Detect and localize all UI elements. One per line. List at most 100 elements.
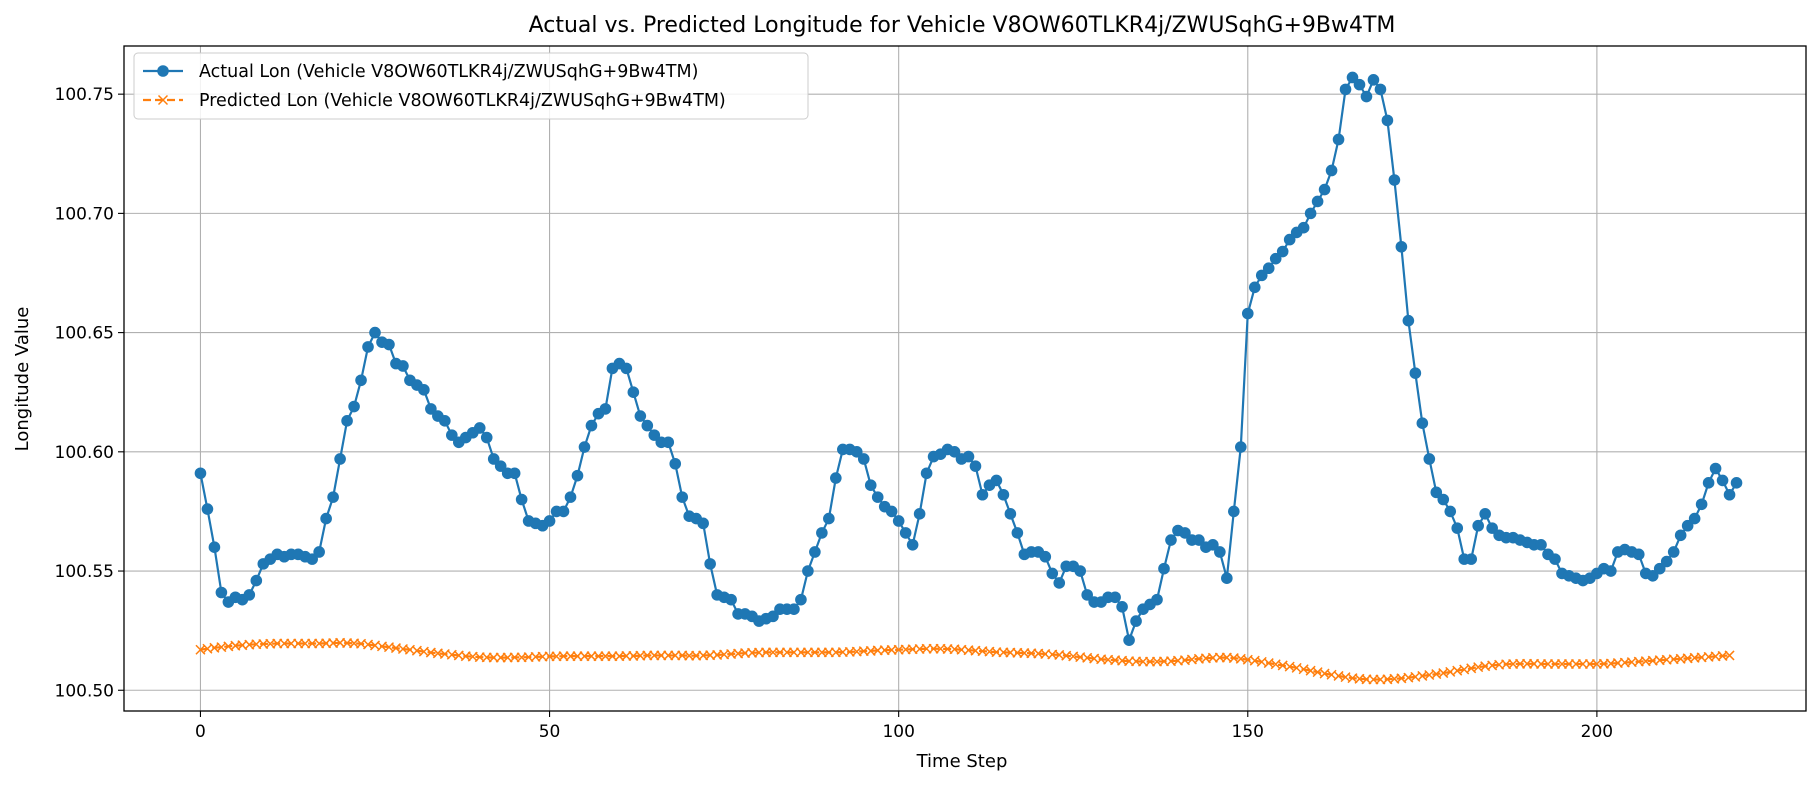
data-point [1479, 508, 1491, 520]
data-point [1283, 233, 1296, 246]
data-point [1409, 367, 1422, 379]
data-point [1325, 164, 1338, 177]
data-point [1179, 527, 1191, 539]
data-point [962, 450, 975, 463]
data-point [313, 546, 325, 558]
data-point [1667, 546, 1680, 558]
data-point [473, 422, 486, 434]
y-tick-label: 100.65 [55, 324, 114, 344]
y-tick-label: 100.50 [55, 681, 114, 701]
data-point [1724, 650, 1735, 661]
data-point [1632, 548, 1645, 561]
data-point [1388, 174, 1401, 186]
plot-frame [123, 45, 1807, 712]
data-point [906, 539, 919, 551]
data-point [1695, 498, 1708, 511]
x-tick-label: 0 [195, 722, 206, 742]
data-point [250, 574, 263, 587]
data-point [1046, 567, 1059, 580]
y-tick-label: 100.75 [55, 85, 114, 105]
legend-marker [157, 94, 169, 106]
data-point [676, 491, 689, 503]
data-point [1332, 133, 1345, 146]
data-point [334, 453, 346, 465]
data-point [243, 589, 256, 601]
data-point [816, 527, 828, 539]
data-point [446, 429, 458, 441]
x-tick-label: 100 [882, 722, 914, 742]
data-point [1011, 527, 1024, 539]
data-point [1535, 539, 1547, 551]
data-point [348, 400, 360, 413]
data-point [1451, 522, 1464, 534]
data-point [809, 546, 821, 558]
legend-box [133, 52, 809, 120]
data-point [1228, 505, 1240, 518]
data-point [1039, 550, 1052, 563]
data-point [620, 362, 633, 375]
data-point [767, 610, 779, 623]
data-point [1416, 417, 1429, 430]
data-point [571, 469, 584, 482]
data-point [1605, 565, 1617, 577]
data-point [1486, 522, 1498, 534]
data-point [1437, 493, 1450, 506]
y-axis-ticks: 100.50 100.55 100.60 100.65 100.70 100.75 [55, 85, 124, 701]
data-point [1549, 553, 1561, 565]
series-predicted [195, 637, 1735, 685]
data-point [306, 553, 318, 565]
data-point [599, 403, 612, 415]
data-point [1214, 546, 1226, 558]
data-point [1276, 245, 1289, 258]
x-axis-ticks: 0 50 100 150 200 [195, 711, 1613, 742]
data-point [215, 586, 228, 599]
data-point [1716, 474, 1729, 487]
data-point [1109, 591, 1121, 604]
data-point [543, 515, 556, 527]
data-point [1674, 529, 1687, 542]
data-point [1123, 634, 1135, 646]
y-tick-label: 100.55 [55, 562, 114, 582]
data-point [802, 565, 814, 577]
data-point [864, 479, 877, 492]
data-point [578, 441, 591, 453]
data-point [1395, 240, 1408, 253]
data-point [1339, 83, 1352, 96]
data-point [1193, 534, 1205, 546]
legend-label: Actual Lon (Vehicle V8OW60TLKR4j/ZWUSqhG… [199, 62, 698, 82]
data-point [662, 436, 675, 449]
data-point [564, 491, 577, 503]
data-point [871, 491, 884, 503]
series-layer [194, 71, 1743, 685]
x-tick-label: 50 [539, 722, 561, 742]
data-point [341, 415, 353, 427]
data-point [857, 453, 870, 465]
data-point [397, 360, 409, 372]
data-point [913, 508, 926, 520]
data-point [704, 558, 716, 570]
data-point [508, 467, 521, 480]
x-tick-label: 200 [1581, 722, 1613, 742]
data-point [1081, 589, 1093, 601]
data-point [1346, 71, 1359, 84]
y-tick-label: 100.60 [55, 443, 114, 463]
data-point [899, 527, 912, 539]
data-point [1234, 441, 1247, 453]
legend-marker [157, 65, 169, 77]
data-point [1646, 570, 1659, 582]
x-axis-label: Time Step [916, 751, 1008, 772]
data-point [208, 541, 221, 553]
data-point [1465, 553, 1478, 565]
data-point [1423, 453, 1436, 465]
data-point [990, 474, 1003, 487]
data-point [1318, 183, 1331, 196]
data-point [1207, 539, 1219, 551]
data-point [1262, 262, 1275, 275]
data-point [1004, 508, 1017, 520]
legend: Actual Lon (Vehicle V8OW60TLKR4j/ZWUSqhG… [133, 52, 809, 120]
data-point [1430, 486, 1443, 499]
data-point [1353, 78, 1366, 91]
data-point [648, 429, 661, 441]
